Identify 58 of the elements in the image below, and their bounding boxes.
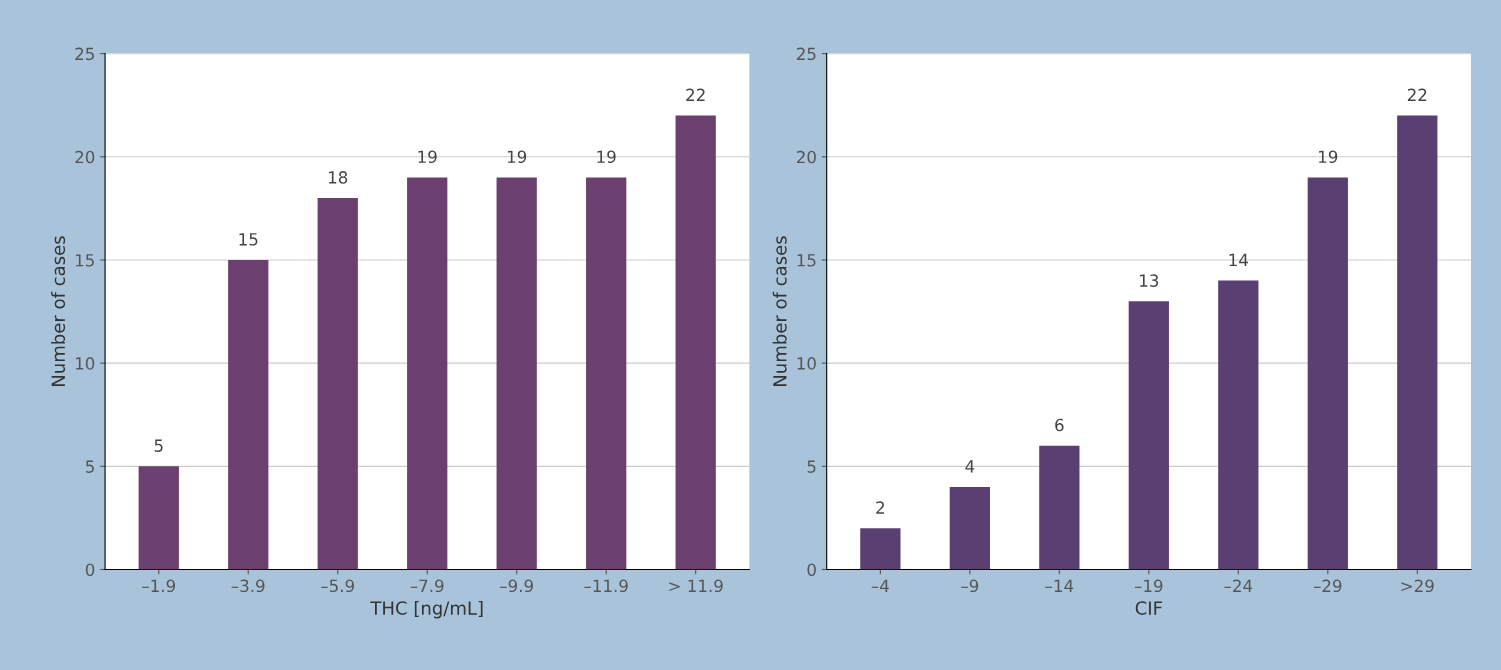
bar	[1128, 301, 1169, 570]
y-tick-label: 10	[75, 357, 95, 370]
bar	[1307, 177, 1348, 570]
x-tick-label: –5.9	[321, 579, 354, 593]
data-label: 13	[1140, 274, 1159, 287]
data-label: 2	[876, 501, 885, 514]
bar	[1218, 280, 1259, 570]
y-tick-label: 0	[807, 563, 816, 577]
y-tick-label: 10	[797, 357, 816, 370]
x-tick-label: –14	[1045, 579, 1074, 592]
bar	[860, 528, 901, 570]
x-tick-label: –11.9	[584, 579, 628, 593]
y-tick-label: 20	[796, 150, 816, 164]
y-axis-title: Number of cases	[772, 236, 787, 386]
x-tick-label: >29	[1401, 579, 1434, 593]
y-tick-label: 25	[796, 47, 816, 61]
x-tick-label: –4	[871, 579, 889, 592]
y-tick-label: 5	[86, 460, 94, 473]
x-tick-label: –9.9	[500, 579, 533, 593]
bar	[138, 466, 179, 570]
y-tick-label: 15	[75, 254, 94, 267]
data-label: 19	[507, 150, 527, 164]
bar	[228, 259, 269, 570]
bar	[586, 177, 627, 570]
x-tick-label: –3.9	[231, 579, 265, 593]
bar	[1397, 115, 1438, 570]
data-label: 18	[328, 171, 348, 184]
x-tick-label: –9	[961, 579, 979, 593]
bar	[407, 177, 448, 570]
y-tick-label: 15	[797, 254, 816, 267]
data-label: 22	[1407, 88, 1427, 101]
x-tick-label: –7.9	[410, 579, 444, 593]
x-tick-label: –1.9	[142, 579, 176, 593]
y-tick-label: 0	[85, 563, 95, 577]
bar	[675, 115, 716, 570]
y-axis-title: Number of cases	[51, 236, 66, 386]
data-label: 4	[965, 460, 975, 473]
bar	[496, 177, 537, 570]
x-axis-title: CIF	[1135, 601, 1162, 615]
x-axis-title: THC [ng/mL]	[370, 600, 483, 619]
x-tick-label: –19	[1134, 579, 1163, 593]
bar	[1039, 445, 1080, 570]
data-label: 15	[239, 233, 258, 246]
x-tick-label: > 11.9	[669, 579, 723, 593]
data-label: 19	[597, 150, 616, 164]
bar	[949, 486, 990, 570]
x-tick-label: –24	[1224, 579, 1253, 592]
data-label: 6	[1055, 418, 1064, 432]
bar	[317, 198, 358, 570]
y-tick-label: 5	[807, 460, 816, 473]
data-label: 14	[1229, 253, 1248, 267]
y-tick-label: 25	[75, 47, 94, 61]
x-tick-label: –29	[1313, 579, 1342, 593]
data-label: 5	[154, 439, 163, 452]
data-label: 19	[418, 150, 437, 164]
data-label: 19	[1319, 150, 1338, 164]
y-tick-label: 20	[75, 150, 95, 164]
data-label: 22	[686, 88, 705, 101]
